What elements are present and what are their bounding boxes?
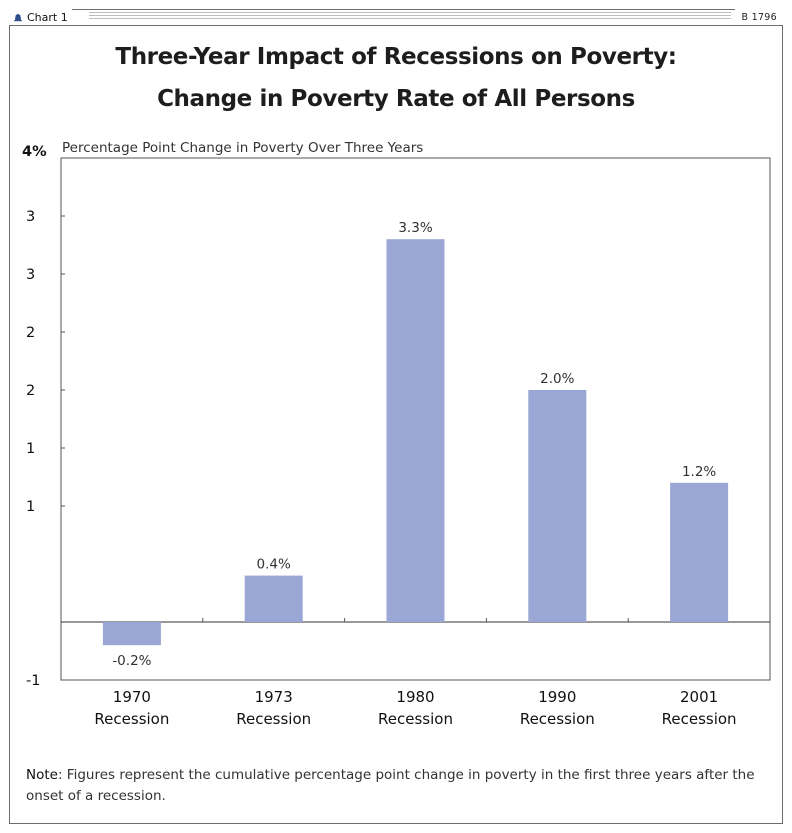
- y-tick-label: 4%: [22, 144, 47, 160]
- chart-frame: [9, 9, 783, 824]
- y-tick-label: 1: [26, 441, 35, 457]
- y-tick-label: 1: [26, 499, 35, 515]
- bar: [528, 390, 587, 622]
- x-tick-label-recession: Recession: [520, 710, 595, 728]
- chart-subtitle: Change in Poverty Rate of All Persons: [157, 86, 635, 112]
- x-tick-label-year: 1990: [538, 688, 576, 706]
- liberty-bell-icon: [14, 14, 22, 22]
- bar: [244, 575, 303, 622]
- x-tick-label-recession: Recession: [94, 710, 169, 728]
- bar-value-label: -0.2%: [112, 653, 151, 669]
- bar-value-label: 2.0%: [540, 371, 574, 387]
- chart-tag-label: Chart 1: [27, 10, 68, 24]
- bar-value-label: 0.4%: [257, 557, 291, 573]
- bar: [386, 239, 445, 622]
- x-tick-label-recession: Recession: [236, 710, 311, 728]
- note-text: : Figures represent the cumulative perce…: [26, 767, 755, 804]
- y-tick-label: 3: [26, 267, 35, 283]
- bar: [102, 622, 161, 646]
- bar-chart: 4% 3 3 2 2 1 1 -1 Percentage Point Change in Pov…: [22, 140, 771, 728]
- note-label: Note: [26, 767, 58, 783]
- bar-value-label: 1.2%: [682, 464, 716, 480]
- report-code: B 1796: [735, 9, 783, 25]
- y-tick-label: 2: [26, 325, 35, 341]
- chart-header-bar: Chart 1 B 1796: [9, 9, 783, 25]
- chart-tag: Chart 1: [9, 9, 72, 25]
- x-tick-label-year: 1970: [113, 688, 151, 706]
- x-tick-label-year: 1980: [396, 688, 434, 706]
- y-axis-label: Percentage Point Change in Poverty Over …: [62, 140, 423, 156]
- x-tick-label-year: 1973: [255, 688, 293, 706]
- x-tick-label-recession: Recession: [378, 710, 453, 728]
- header-rule: [89, 12, 731, 21]
- y-tick-label: 2: [26, 383, 35, 399]
- plot-area: [60, 157, 771, 681]
- bar-value-label: 3.3%: [398, 220, 432, 236]
- bar: [670, 482, 729, 622]
- chart-note: Note: Figures represent the cumulative p…: [26, 765, 776, 807]
- x-tick-label-recession: Recession: [662, 710, 737, 728]
- x-tick-label-year: 2001: [680, 688, 718, 706]
- y-tick-label: 3: [26, 209, 35, 225]
- y-tick-label: -1: [26, 673, 40, 689]
- chart-title: Three-Year Impact of Recessions on Pover…: [115, 44, 677, 70]
- header-divider: [9, 25, 783, 26]
